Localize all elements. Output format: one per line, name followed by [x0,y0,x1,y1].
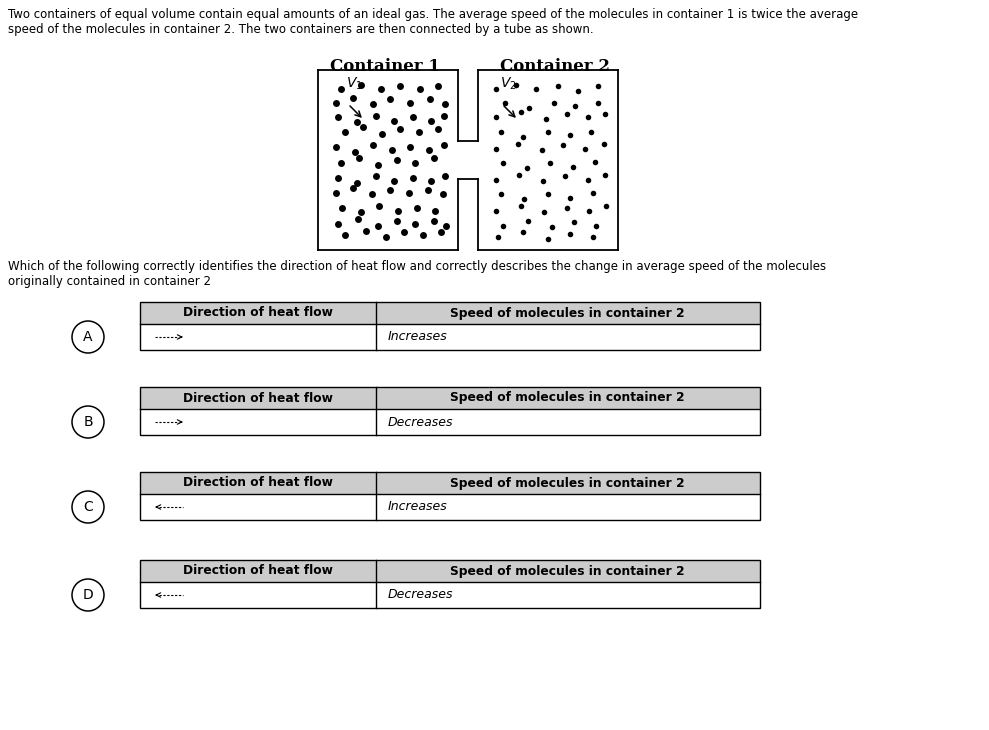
Text: Speed of molecules in container 2: Speed of molecules in container 2 [450,564,685,577]
Text: Increases: Increases [388,331,447,344]
Bar [140,387,760,435]
Text: Container 1: Container 1 [330,58,440,75]
Bar [140,560,760,608]
Text: Decreases: Decreases [388,588,453,602]
Text: Which of the following correctly identifies the direction of heat flow and corre: Which of the following correctly identif… [8,260,826,288]
Bar [140,302,760,324]
Bar [140,387,760,409]
Text: A: A [83,330,93,344]
Text: Direction of heat flow: Direction of heat flow [183,477,333,490]
Text: $\it{V}$$_1$: $\it{V}$$_1$ [346,76,363,92]
Text: Speed of molecules in container 2: Speed of molecules in container 2 [450,477,685,490]
Text: $\it{V}$$_2$: $\it{V}$$_2$ [500,76,517,92]
Bar [140,302,760,350]
Text: Two containers of equal volume contain equal amounts of an ideal gas. The averag: Two containers of equal volume contain e… [8,8,858,36]
Bar [140,472,760,520]
Text: Increases: Increases [388,501,447,513]
Bar [140,387,760,435]
Text: Speed of molecules in container 2: Speed of molecules in container 2 [450,391,685,404]
Bar [140,560,760,582]
Bar [140,472,760,520]
Text: Speed of molecules in container 2: Speed of molecules in container 2 [450,307,685,320]
Text: Decreases: Decreases [388,415,453,429]
Text: Container 2: Container 2 [500,58,610,75]
Text: D: D [83,588,93,602]
Text: B: B [83,415,93,429]
Bar [140,302,760,350]
Text: Direction of heat flow: Direction of heat flow [183,564,333,577]
Text: Direction of heat flow: Direction of heat flow [183,391,333,404]
Text: C: C [83,500,93,514]
Bar [140,472,760,494]
Text: Direction of heat flow: Direction of heat flow [183,307,333,320]
Bar [140,560,760,608]
